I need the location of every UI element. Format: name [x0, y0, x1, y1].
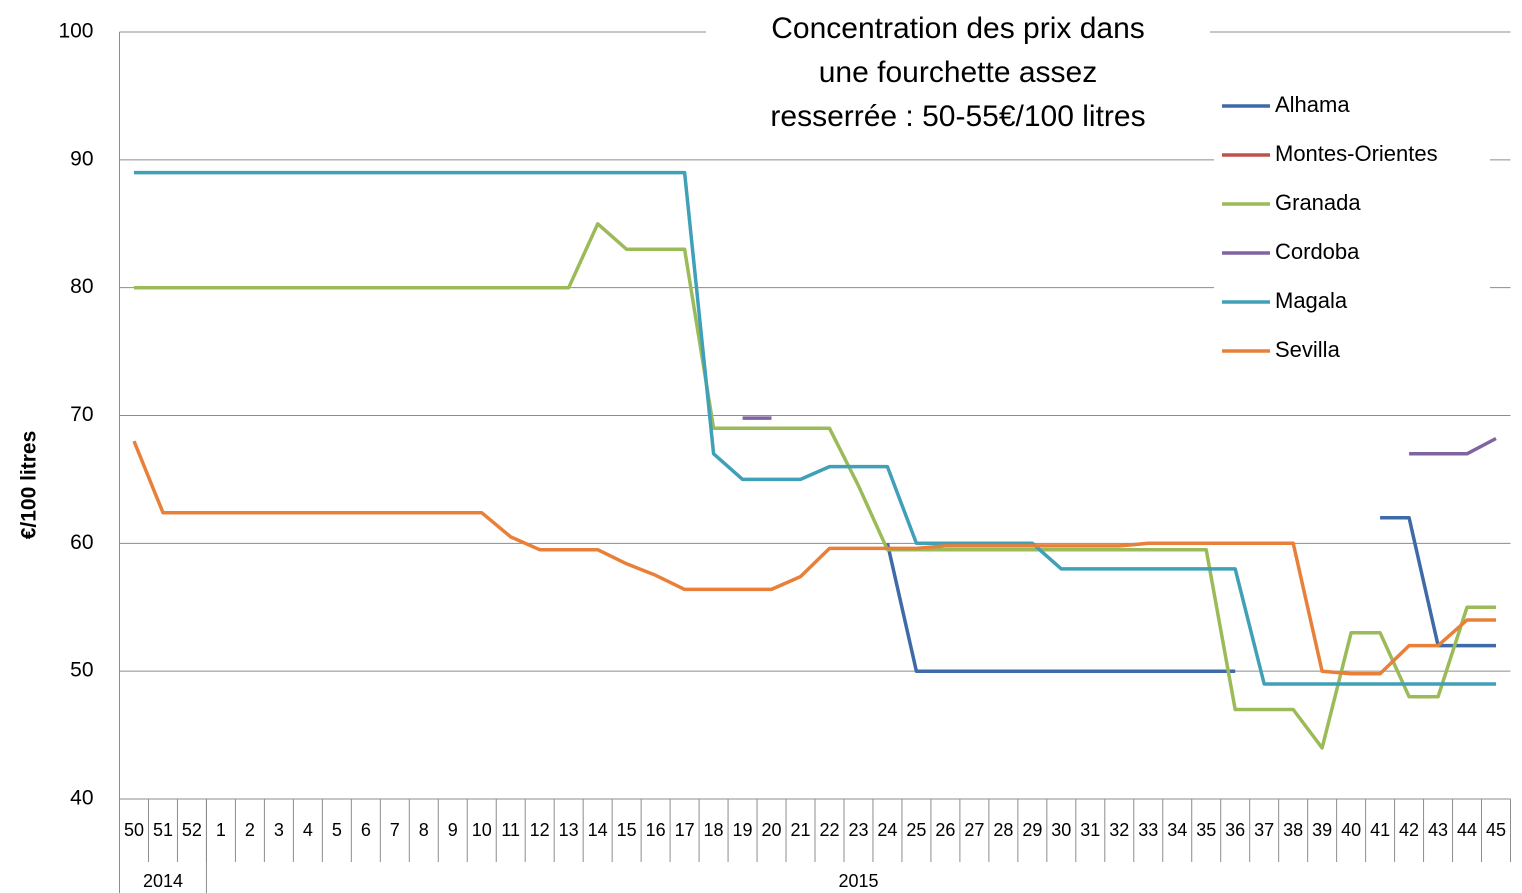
x-tick-label: 44	[1457, 820, 1477, 840]
x-tick-label: 34	[1167, 820, 1187, 840]
x-tick-label: 22	[819, 820, 839, 840]
legend-label: Sevilla	[1275, 337, 1341, 362]
x-tick-label: 15	[617, 820, 637, 840]
x-tick-label: 8	[419, 820, 429, 840]
x-tick-label: 21	[790, 820, 810, 840]
y-tick-label: 50	[70, 659, 93, 682]
year-label: 2014	[143, 871, 183, 891]
x-tick-label: 2	[245, 820, 255, 840]
x-tick-label: 6	[361, 820, 371, 840]
x-tick-label: 31	[1080, 820, 1100, 840]
x-tick-label: 51	[153, 820, 173, 840]
x-tick-label: 12	[530, 820, 550, 840]
x-tick-label: 14	[588, 820, 608, 840]
x-tick-label: 50	[124, 820, 144, 840]
x-tick-label: 33	[1138, 820, 1158, 840]
x-tick-label: 18	[704, 820, 724, 840]
x-tick-label: 17	[675, 820, 695, 840]
x-tick-label: 13	[559, 820, 579, 840]
year-label: 2015	[838, 871, 878, 891]
x-tick-label: 29	[1022, 820, 1042, 840]
x-tick-label: 36	[1225, 820, 1245, 840]
x-tick-label: 3	[274, 820, 284, 840]
line-series	[134, 222, 1496, 750]
x-tick-label: 24	[877, 820, 897, 840]
legend-bg	[1214, 84, 1490, 374]
y-tick-label: 70	[70, 403, 93, 426]
x-tick-label: 39	[1312, 820, 1332, 840]
x-tick-label: 26	[935, 820, 955, 840]
x-tick-label: 25	[906, 820, 926, 840]
x-tick-label: 23	[848, 820, 868, 840]
legend-label: Granada	[1275, 190, 1361, 215]
line-series	[132, 440, 1496, 676]
y-tick-label: 40	[70, 787, 93, 810]
x-tick-label: 35	[1196, 820, 1216, 840]
x-tick-label: 43	[1428, 820, 1448, 840]
title-bg	[706, 10, 1210, 140]
legend-label: Alhama	[1275, 92, 1350, 117]
x-tick-label: 27	[964, 820, 984, 840]
x-tick-label: 40	[1341, 820, 1361, 840]
y-tick-label: 90	[70, 147, 93, 170]
y-axis-label: €/100 litres	[18, 431, 41, 540]
x-tick-label: 28	[993, 820, 1013, 840]
x-tick-label: 38	[1283, 820, 1303, 840]
x-tick-label: 10	[472, 820, 492, 840]
line-series	[742, 416, 1497, 456]
x-tick-label: 20	[762, 820, 782, 840]
x-tick-label: 32	[1109, 820, 1129, 840]
x-tick-label: 45	[1486, 820, 1506, 840]
legend-label: Cordoba	[1275, 239, 1360, 264]
x-tick-label: 7	[390, 820, 400, 840]
x-tick-label: 16	[646, 820, 666, 840]
y-tick-label: 100	[58, 20, 93, 43]
chart-title: resserrée : 50-55€/100 litres	[770, 100, 1145, 133]
chart-title: Concentration des prix dans	[771, 12, 1145, 45]
x-tick-label: 4	[303, 820, 313, 840]
x-tick-label: 41	[1370, 820, 1390, 840]
line-series	[134, 170, 1496, 686]
x-tick-label: 5	[332, 820, 342, 840]
x-tick-label: 11	[501, 820, 520, 840]
x-tick-label: 42	[1399, 820, 1419, 840]
y-tick-label: 60	[70, 531, 93, 554]
y-tick-label: 80	[70, 275, 93, 298]
x-tick-label: 37	[1254, 820, 1274, 840]
x-tick-label: 30	[1051, 820, 1071, 840]
x-tick-label: 19	[733, 820, 753, 840]
legend-label: Magala	[1275, 288, 1348, 313]
x-tick-label: 9	[448, 820, 458, 840]
legend-label: Montes-Orientes	[1275, 141, 1438, 166]
chart-title: une fourchette assez	[819, 56, 1098, 89]
x-tick-label: 52	[182, 820, 202, 840]
x-tick-label: 1	[216, 820, 226, 840]
